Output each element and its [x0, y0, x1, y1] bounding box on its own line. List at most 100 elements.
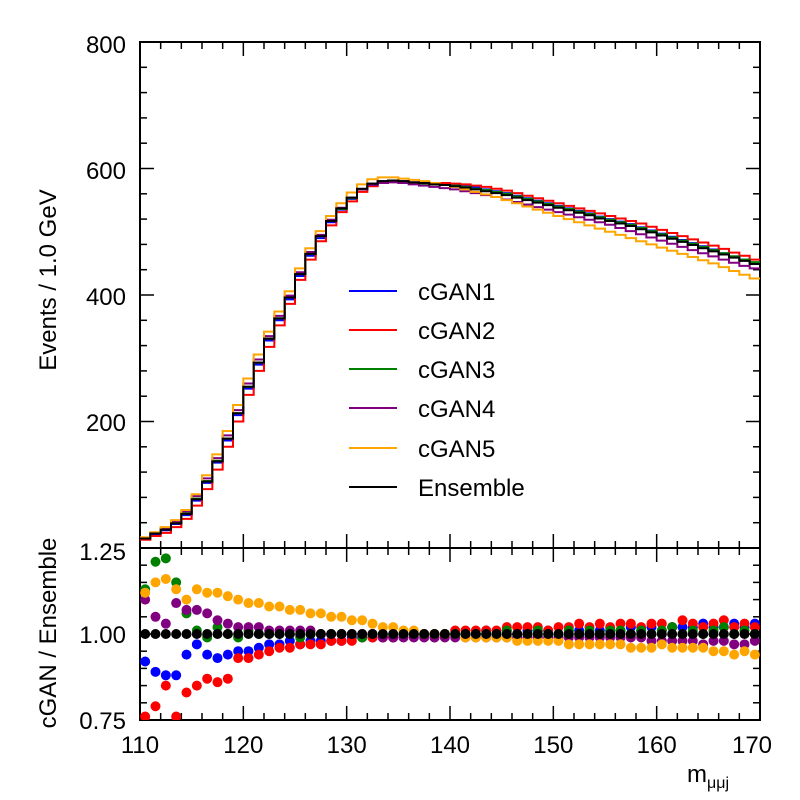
ratio-point [253, 642, 264, 653]
ratio-point [367, 618, 378, 629]
ratio-point [222, 649, 233, 660]
x-tick-label: 160 [637, 732, 677, 759]
ratio-panel-ticks [139, 547, 761, 721]
series-ensemble [140, 179, 760, 540]
ratio-point [646, 618, 657, 629]
ratio-point [243, 622, 254, 633]
ratio-point [532, 635, 543, 646]
ratio-point [346, 635, 357, 646]
ratio-point [181, 604, 192, 615]
ratio-point [615, 618, 626, 629]
ratio-point [729, 639, 740, 650]
x-tick-label: 140 [430, 732, 470, 759]
ratio-point [408, 629, 419, 639]
ratio-point [284, 629, 295, 639]
ratio-point [295, 604, 306, 615]
ratio-point [491, 629, 502, 639]
ratio-point [305, 639, 316, 650]
ratio-point [212, 629, 223, 639]
ratio-point [532, 629, 543, 639]
ratio-point [667, 642, 678, 653]
ratio-point [584, 639, 595, 650]
ratio-point [677, 642, 688, 653]
ratio-point [357, 615, 368, 626]
ratio-point [522, 629, 533, 639]
ratio-point [243, 598, 254, 609]
legend-item: cGAN1 [349, 279, 495, 306]
ratio-point [140, 656, 151, 667]
ratio-point [667, 622, 678, 633]
ratio-point [605, 629, 616, 639]
ratio-point [615, 629, 626, 639]
ratio-point [140, 711, 151, 720]
ratio-point [646, 642, 657, 653]
ratio-point [315, 629, 326, 639]
ratio-point [574, 618, 585, 629]
legend-item: cGAN5 [349, 436, 495, 463]
legend-item: cGAN2 [349, 318, 495, 345]
ratio-point [749, 635, 760, 646]
ratio-point [212, 653, 223, 664]
ratio-point [191, 639, 202, 650]
ratio-point [615, 639, 626, 650]
ratio-point [470, 629, 481, 639]
top-y-tick-label: 600 [86, 158, 126, 185]
top-panel-ticks [139, 41, 761, 549]
ratio-point [512, 629, 523, 639]
ratio-point [181, 687, 192, 698]
ratio-point [140, 587, 151, 598]
ratio-point [160, 553, 171, 564]
ratio-point [749, 649, 760, 660]
legend-item: cGAN3 [349, 357, 495, 384]
ratio-point [718, 646, 729, 657]
ratio-point [377, 622, 388, 633]
ratio-point [233, 646, 244, 657]
ratio-point [160, 670, 171, 681]
ratio-point [687, 642, 698, 653]
ratio-point [212, 587, 223, 598]
ratio-point [636, 629, 647, 639]
ratio-point [171, 670, 182, 681]
ratio-point [202, 629, 213, 639]
ratio-point [202, 673, 213, 684]
ratio-point [553, 635, 564, 646]
x-tick-label: 150 [533, 732, 573, 759]
ratio-point [171, 711, 182, 720]
ratio-point [274, 601, 285, 612]
ratio-point [646, 635, 657, 646]
ratio-point [739, 618, 750, 629]
ratio-point [625, 618, 636, 629]
ratio-point [594, 629, 605, 639]
ratio-point [202, 649, 213, 660]
ratio-point [708, 618, 719, 629]
ratio-point [160, 680, 171, 691]
ratio-point [501, 629, 512, 639]
ratio-point [243, 653, 254, 664]
legend-label: cGAN4 [418, 396, 495, 423]
ratio-point [243, 646, 254, 657]
ratio-points [140, 553, 760, 720]
ratio-point [718, 635, 729, 646]
ratio-point [171, 629, 182, 639]
legend-label: cGAN1 [418, 279, 495, 306]
ratio-point [749, 629, 760, 639]
ratio-point [150, 556, 161, 567]
ratio-point [367, 629, 378, 639]
ratio-series-cgan2 [140, 615, 760, 720]
ratio-point [274, 629, 285, 639]
ratio-point [346, 615, 357, 626]
ratio-point [336, 635, 347, 646]
ratio-point [202, 587, 213, 598]
ratio-point [739, 646, 750, 657]
ratio-point [749, 622, 760, 633]
ratio-point [202, 608, 213, 619]
ratio-point [419, 629, 430, 639]
ratio-point [698, 629, 709, 639]
top-y-tick-label: 200 [86, 410, 126, 437]
ratio-point [625, 629, 636, 639]
ratio-point [625, 642, 636, 653]
ratio-point [150, 701, 161, 712]
ratio-point [222, 591, 233, 602]
ratio-point [150, 629, 161, 639]
